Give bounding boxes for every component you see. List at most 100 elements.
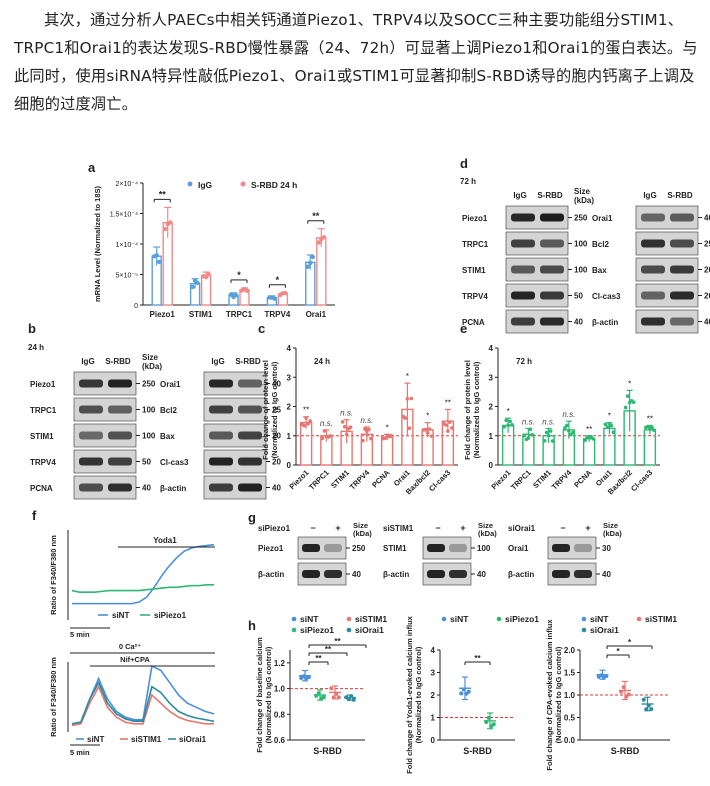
g-blot-band	[324, 570, 342, 578]
a-data-point	[321, 234, 326, 240]
c-data-point	[340, 420, 345, 424]
g-size-label: Size	[353, 521, 368, 530]
d-row-label: Piezo1	[462, 214, 488, 223]
h2-legend-marker	[496, 616, 502, 622]
d-size-label: Size	[574, 187, 591, 196]
d-blot-band	[511, 213, 535, 222]
h2-y-tick-label: 1	[431, 714, 436, 723]
c-sig-label: *	[426, 412, 429, 421]
a-x-tick-label: TRPV4	[265, 310, 291, 319]
c-data-point	[304, 416, 308, 420]
e-y-tick-label: 3	[489, 373, 494, 382]
body-paragraph: 其次，通过分析人PAECs中相关钙通道Piezo1、TRPV4以及SOCC三种主…	[14, 6, 698, 118]
e-sig-label: **	[586, 425, 592, 434]
a-y-tick-label: 1.5×10⁻⁴	[110, 212, 138, 219]
g-blot-band	[574, 570, 592, 578]
g-row-label: β-actin	[508, 570, 534, 579]
d-marker-size: 20	[704, 292, 710, 301]
d-blot-band	[670, 317, 694, 326]
a-y-tick-label: 1×10⁻⁴	[116, 242, 138, 249]
c-y-label-2: (Normalized to IgG control)	[270, 361, 279, 458]
h2-y-tick-label: 2	[431, 691, 436, 700]
d-marker-size: 25	[704, 240, 710, 249]
b-header-srbd: S-RBD	[105, 357, 131, 366]
h3-legend-label: siNT	[590, 614, 609, 624]
c-sig-label: *	[406, 372, 409, 381]
d-header-igg: IgG	[643, 191, 656, 200]
b-blot-band	[209, 483, 233, 492]
d-blot-band	[670, 239, 694, 248]
h1-legend-marker	[291, 627, 297, 633]
b-marker-size: 20	[272, 458, 281, 467]
e-data-point	[625, 394, 630, 398]
b-marker-size: 100	[142, 406, 156, 415]
a-data-point	[305, 264, 310, 269]
d-marker-size: 20	[704, 266, 710, 275]
g-size-unit: (kDa)	[353, 529, 372, 538]
c-sig-label: n.s.	[360, 416, 373, 425]
d-blot-band	[511, 317, 535, 326]
e-sig-label: n.s.	[542, 417, 555, 426]
d-row-label: TRPC1	[462, 240, 489, 249]
a-data-point	[308, 260, 313, 266]
d-header-igg: IgG	[513, 191, 526, 200]
a-data-point	[163, 226, 168, 232]
e-x-tick-label: STIM1	[531, 468, 553, 490]
f-top-scale-label: 5 min	[70, 630, 90, 639]
h2-legend-marker	[441, 616, 447, 622]
g-blot-band	[302, 544, 320, 552]
b-blot-band	[238, 431, 262, 440]
c-title: 24 h	[314, 357, 330, 366]
g-blot-band	[449, 544, 467, 552]
c-x-tick-label: TRPC1	[307, 468, 331, 492]
e-data-point	[542, 438, 547, 443]
g-blot-band	[324, 544, 342, 552]
d-row-label: PCNA	[462, 318, 485, 327]
h2-y-tick-label: 3	[431, 669, 436, 678]
c-data-point	[342, 424, 347, 429]
b-row-label: Cl-cas3	[160, 458, 189, 467]
b-header-igg: IgG	[81, 357, 94, 366]
g-blot-band	[574, 544, 592, 552]
c-data-point	[367, 427, 371, 432]
g-header-minus: −	[310, 523, 315, 533]
d-blot-band	[670, 213, 694, 222]
c-x-tick-label: PCNA	[370, 468, 392, 490]
e-sig-label: *	[507, 407, 510, 416]
a-sig-label: **	[159, 189, 167, 199]
d-marker-size: 40	[704, 318, 710, 327]
a-y-tick-label: 5×10⁻⁵	[116, 273, 138, 280]
d-size-unit: (kDa)	[574, 196, 594, 205]
h1-data-point	[346, 697, 351, 702]
e-data-point	[510, 423, 514, 427]
g-header-plus: +	[585, 523, 590, 533]
a-x-tick-label: STIM1	[189, 310, 213, 319]
e-y-tick-label: 2	[489, 403, 494, 412]
h3-y-label: Fold change of CPA-evoked calcium influx	[545, 619, 554, 771]
h3-legend-marker	[636, 616, 642, 622]
b-size-label: Size	[142, 353, 159, 362]
a-legend-igg: IgG	[198, 180, 213, 190]
c-data-point	[389, 433, 393, 438]
b-blot-band	[238, 483, 262, 492]
b-blot-band	[79, 431, 103, 440]
panel-label-c: c	[258, 321, 265, 336]
b-marker-size: 100	[142, 432, 156, 441]
c-data-point	[409, 396, 414, 401]
h3-y-tick-label: 1.5	[564, 669, 576, 678]
h3-data-point	[604, 674, 609, 679]
e-sig-label: *	[608, 412, 611, 421]
e-data-point	[530, 433, 535, 437]
c-data-point	[425, 431, 430, 435]
b-row-label: PCNA	[30, 484, 53, 493]
h1-data-point	[314, 693, 319, 698]
panel-label-f: f	[32, 508, 37, 523]
h3-data-point	[644, 707, 649, 712]
h3-y-tick-label: 0.0	[564, 736, 576, 745]
g-header-minus: −	[560, 523, 565, 533]
a-data-point	[272, 296, 277, 301]
d-blot-band	[670, 265, 694, 274]
a-legend-srbd-marker	[240, 181, 246, 187]
b-row-label: Bcl2	[160, 406, 177, 415]
e-x-tick-label: Piezo1	[489, 468, 512, 491]
